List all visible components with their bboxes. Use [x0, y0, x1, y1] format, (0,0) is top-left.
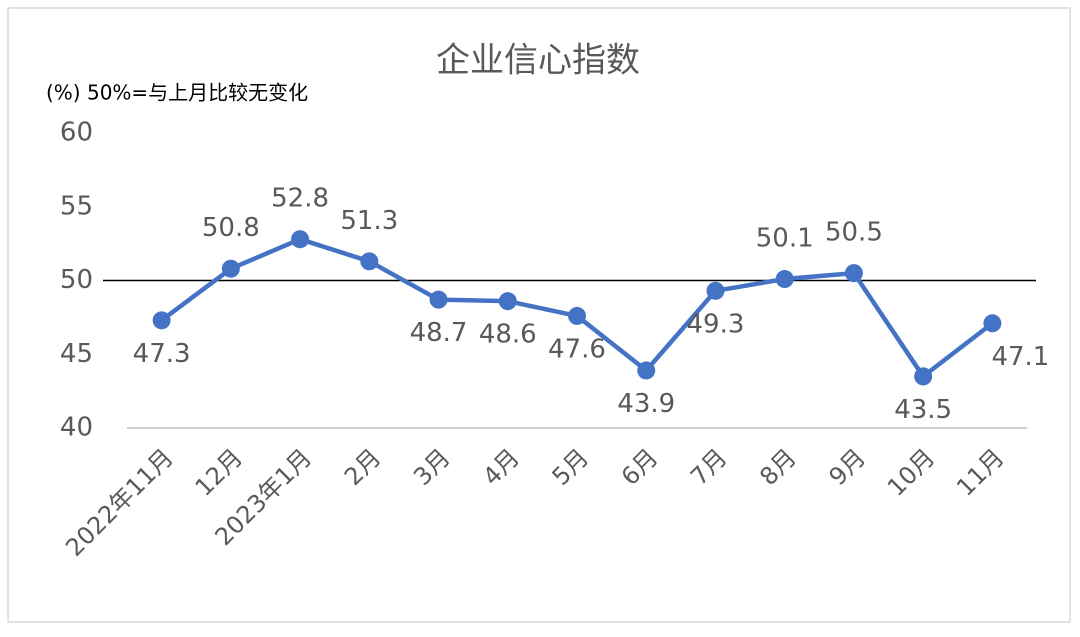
data-label: 43.9 [617, 389, 675, 419]
data-label: 50.1 [756, 224, 814, 254]
data-label: 47.6 [548, 334, 606, 364]
data-label: 50.8 [202, 213, 260, 243]
data-label: 43.5 [894, 395, 952, 425]
data-point [498, 292, 517, 311]
y-tick-label: 45 [60, 339, 93, 369]
data-point [914, 367, 933, 386]
data-point [221, 259, 240, 278]
data-point [152, 311, 171, 330]
data-point [983, 314, 1002, 333]
data-label: 52.8 [271, 184, 329, 214]
data-label: 50.5 [825, 218, 883, 248]
data-point [637, 361, 656, 380]
data-label: 49.3 [687, 309, 745, 339]
data-point [568, 306, 586, 325]
y-tick-label: 60 [60, 118, 93, 148]
data-label: 48.7 [410, 318, 468, 348]
y-tick-label: 50 [60, 265, 93, 295]
chart-title: 企业信心指数 [436, 41, 640, 81]
data-point [429, 290, 448, 309]
data-label: 47.3 [133, 339, 191, 369]
y-tick-label: 40 [60, 413, 93, 443]
data-label: 51.3 [340, 206, 398, 236]
data-point [706, 281, 725, 300]
data-point [775, 270, 794, 289]
data-point [844, 264, 863, 283]
chart-subtitle: (%) 50%=与上月比较无变化 [46, 81, 308, 105]
data-label: 48.6 [479, 320, 537, 350]
data-point [291, 230, 310, 249]
chart-frame [7, 7, 1071, 623]
data-label: 47.1 [991, 342, 1049, 372]
y-tick-label: 55 [60, 191, 93, 221]
data-point [360, 252, 379, 271]
